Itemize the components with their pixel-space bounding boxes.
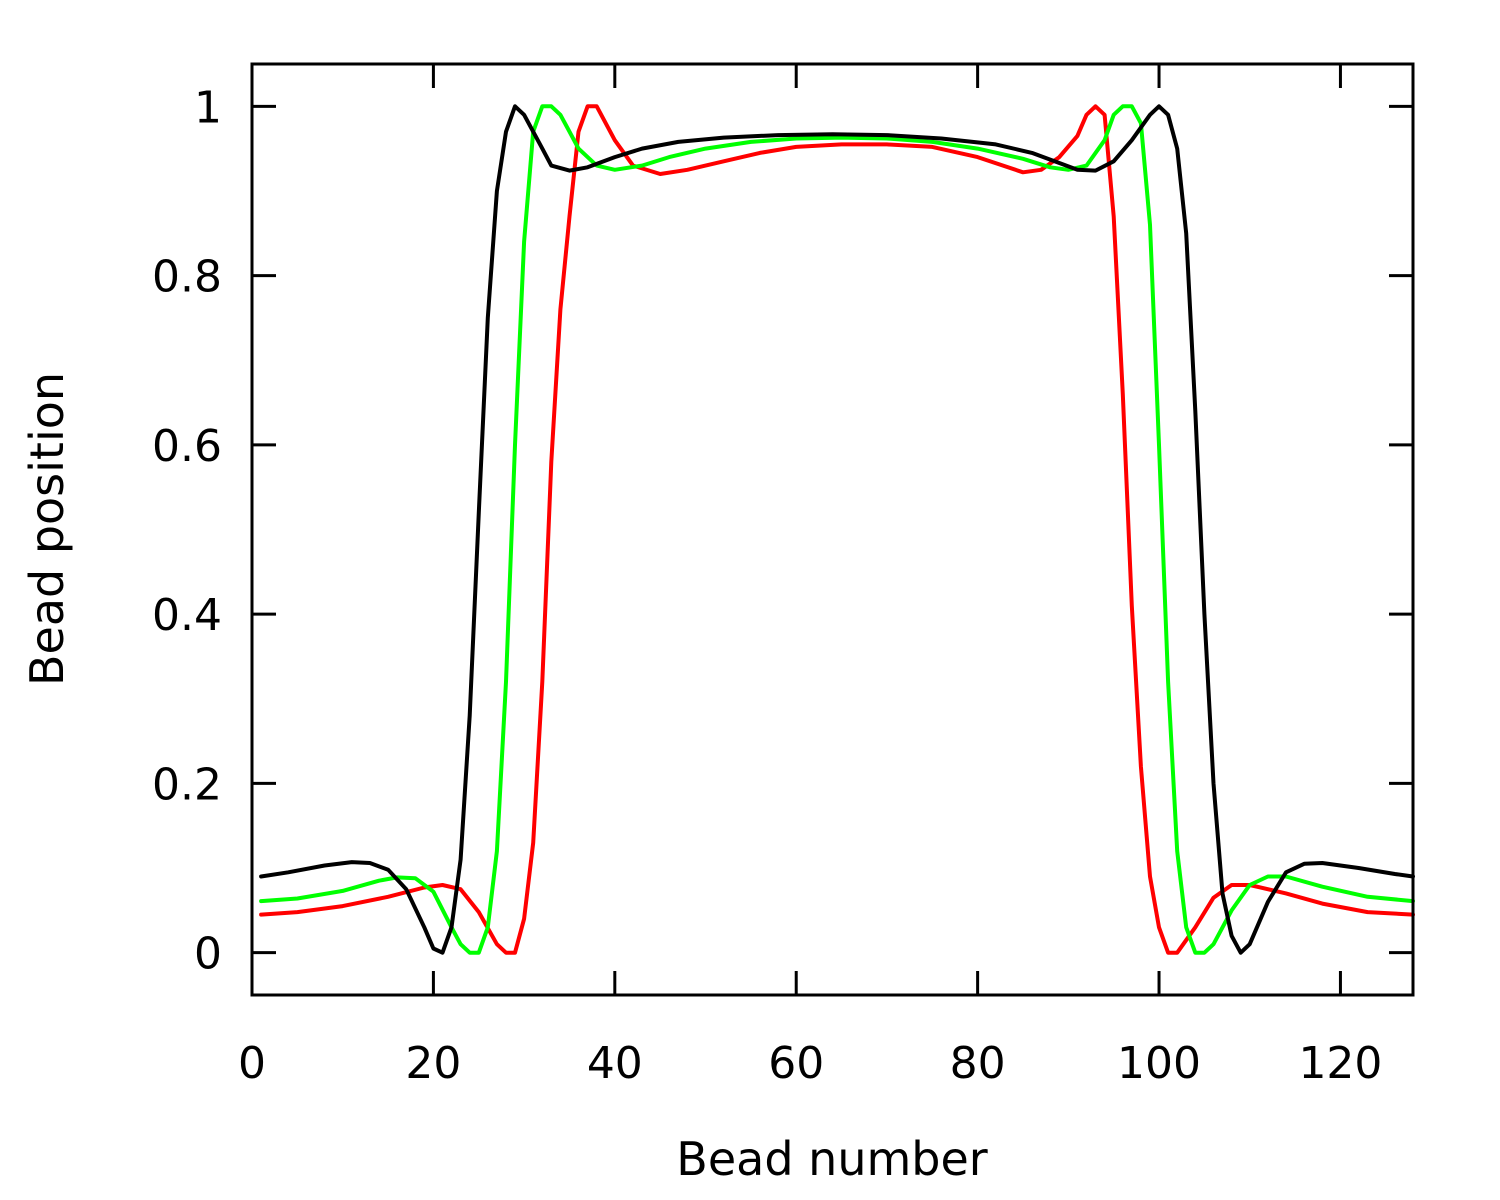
- axes-group: 0 20 40 60 80 100 120 0 0.2 0.4 0.6 0.8 1: [152, 62, 1415, 1089]
- y-tick-label: 0.8: [152, 252, 222, 303]
- x-tick-label: 0: [238, 1038, 266, 1089]
- x-axis-title: Bead number: [676, 1132, 987, 1186]
- y-tick-label: 0.6: [152, 421, 222, 472]
- x-tick-label: 100: [1117, 1038, 1201, 1089]
- plot-series-group: [259, 104, 1415, 955]
- y-axis-title: Bead position: [20, 372, 74, 686]
- x-tick-label: 80: [950, 1038, 1006, 1089]
- plot-frame: [250, 62, 1415, 997]
- x-tick-label: 120: [1298, 1038, 1382, 1089]
- x-tick-label: 40: [587, 1038, 643, 1089]
- y-tick-label: 0.2: [152, 759, 222, 810]
- x-tick-label: 20: [405, 1038, 461, 1089]
- y-tick-label: 1: [194, 82, 222, 133]
- x-tick-label: 60: [768, 1038, 824, 1089]
- series-line-2: [259, 104, 1415, 955]
- series-line-1: [259, 104, 1415, 955]
- y-tick-label: 0: [194, 929, 222, 980]
- y-tick-label: 0.4: [152, 590, 222, 641]
- series-line-3: [259, 104, 1415, 955]
